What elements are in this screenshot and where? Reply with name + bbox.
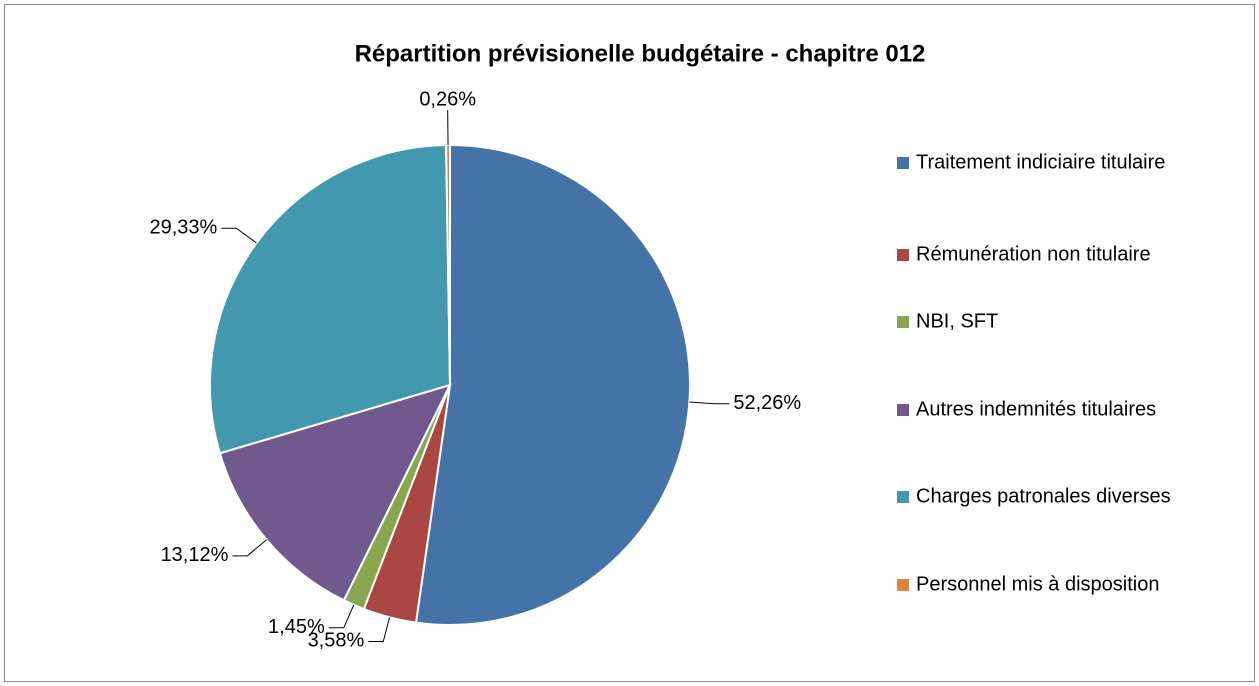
leader-line: [328, 604, 355, 629]
data-label: 13,12%: [161, 544, 229, 566]
data-label: 3,58%: [308, 630, 365, 652]
leader-line: [221, 227, 257, 244]
leader-line: [232, 539, 267, 557]
legend-label: NBI, SFT: [916, 310, 998, 332]
chart-title: Répartition prévisionelle budgétaire - c…: [355, 40, 926, 67]
legend-swatch: [897, 404, 909, 416]
legend-swatch: [897, 157, 909, 169]
legend-swatch: [897, 579, 909, 591]
legend-label: Rémunération non titulaire: [916, 243, 1151, 265]
data-label: 0,26%: [419, 88, 476, 110]
legend-label: Traitement indiciaire titulaire: [916, 151, 1165, 173]
data-label: 1,45%: [268, 616, 325, 638]
leader-line: [689, 401, 730, 405]
legend-label: Autres indemnités titulaires: [916, 398, 1156, 420]
legend-swatch: [897, 316, 909, 328]
pie-slice: [209, 144, 452, 455]
leader-line: [368, 617, 391, 642]
data-label: 52,26%: [733, 392, 801, 414]
legend-swatch: [897, 249, 909, 261]
legend-swatch: [897, 491, 909, 503]
data-label: 29,33%: [150, 217, 218, 239]
legend-label: Personnel mis à disposition: [916, 573, 1159, 595]
legend-label: Charges patronales diverses: [916, 485, 1171, 507]
